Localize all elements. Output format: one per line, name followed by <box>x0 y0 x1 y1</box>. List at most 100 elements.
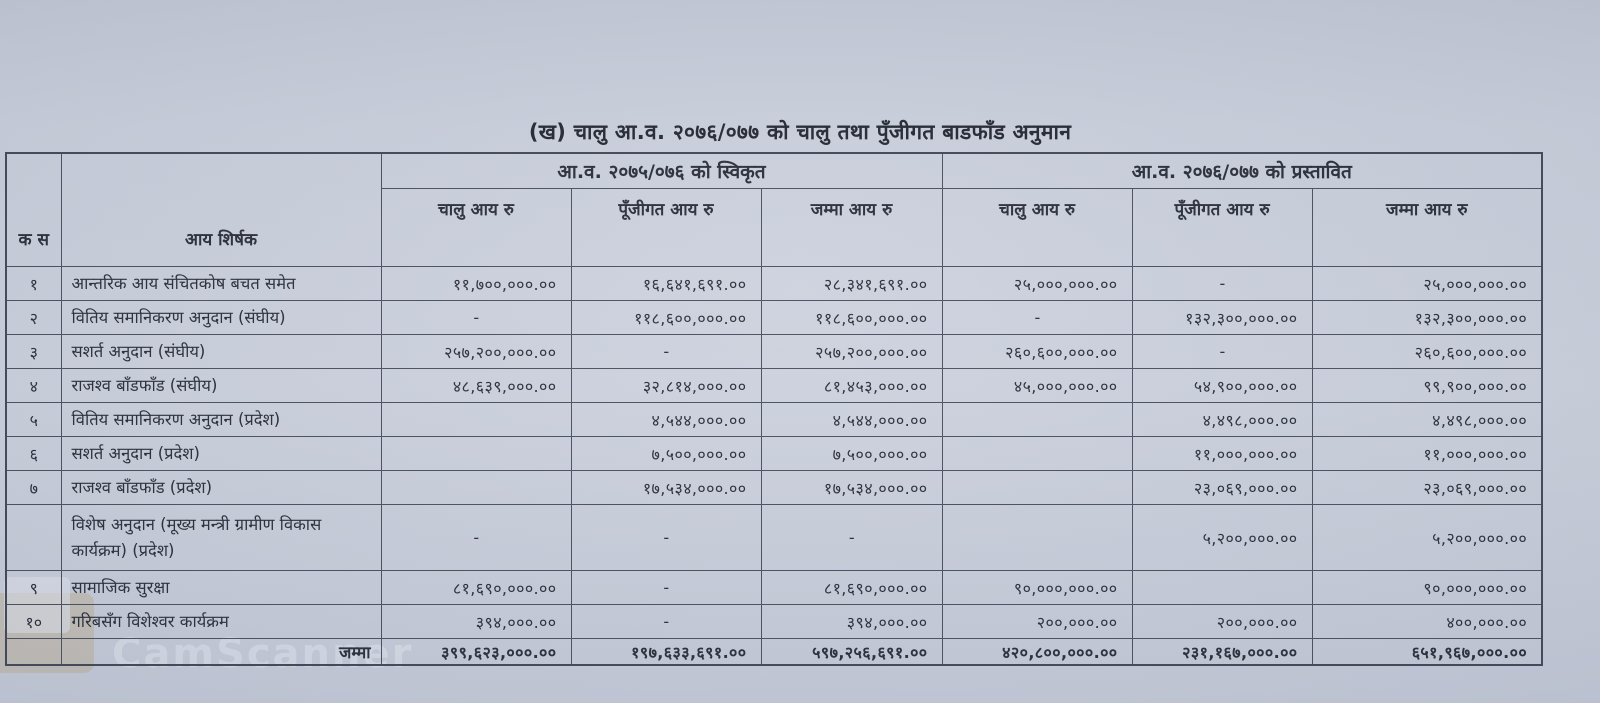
table-row: २ वितिय समानिकरण अनुदान (संघीय) -११८,६००,०… <box>5 300 1543 335</box>
row-serial: ३ <box>5 334 62 369</box>
income-title-cell: सशर्त अनुदान (संघीय) <box>60 334 382 369</box>
group-header-row: क स आय शिर्षक आ.व. २०७५/०७६ को स्विकृत आ… <box>5 152 1543 267</box>
table-footer: जम्मा ३९९,६२३,०००.०० १९७,६३३,६९१.०० ५९७,… <box>5 638 1543 666</box>
amount-cell: ७,५००,०००.०० <box>570 436 762 471</box>
row-serial: १० <box>5 604 62 639</box>
amount-cell: ७,५००,०००.०० <box>760 436 943 471</box>
amount-cell <box>941 436 1133 471</box>
amount-cell: १७,५३४,०००.०० <box>760 470 943 505</box>
amount-cell: २६०,६००,०००.०० <box>1311 334 1543 369</box>
group-header-proposed: आ.व. २०७६/०७७ को प्रस्तावित <box>941 152 1543 189</box>
document-title: (ख) चालु आ.व. २०७६/०७७ को चालु तथा पुँजी… <box>528 120 1072 144</box>
amount-cell <box>380 470 572 505</box>
amount-cell: ११८,६००,०००.०० <box>570 300 762 335</box>
amount-cell: ३९४,०००.०० <box>760 604 943 639</box>
amount-cell: - <box>570 604 762 639</box>
row-serial: ४ <box>5 368 62 403</box>
table-row: ५ वितिय समानिकरण अनुदान (प्रदेश) ४,५४४,०००… <box>5 402 1543 437</box>
amount-cell: २००,०००.०० <box>941 604 1133 639</box>
table-row: ३ सशर्त अनुदान (संघीय) २५७,२००,०००.००-२५७,… <box>5 334 1543 369</box>
column-header-proposed-capital: पूँजीगत आय रु <box>1131 188 1313 267</box>
amount-cell: ४००,०००.०० <box>1311 604 1543 639</box>
amount-cell <box>941 402 1133 437</box>
table-header: क स आय शिर्षक आ.व. २०७५/०७६ को स्विकृत आ… <box>5 152 1543 267</box>
column-header-row: चालु आय रु पूँजीगत आय रु जम्मा आय रु चाल… <box>6 188 1543 267</box>
column-header-serial: क स <box>5 152 62 267</box>
amount-cell: २५७,२००,०००.०० <box>380 334 572 369</box>
income-title-cell: विशेष अनुदान (मूख्य मन्त्री ग्रामीण विका… <box>60 504 382 571</box>
amount-cell: ३९४,०००.०० <box>380 604 572 639</box>
budget-allocation-table: क स आय शिर्षक आ.व. २०७५/०७६ को स्विकृत आ… <box>5 152 1544 666</box>
row-serial: ६ <box>5 436 62 471</box>
amount-cell <box>941 470 1133 505</box>
amount-cell: ४५,०००,०००.०० <box>941 368 1133 403</box>
amount-cell: - <box>760 504 943 571</box>
amount-cell: - <box>380 504 572 571</box>
amount-cell: ४८,६३९,०००.०० <box>380 368 572 403</box>
amount-cell: २५,०००,०००.०० <box>941 266 1133 301</box>
income-title-cell: वितिय समानिकरण अनुदान (संघीय) <box>60 300 382 335</box>
total-row-label: जम्मा <box>60 638 382 666</box>
table-row: विशेष अनुदान (मूख्य मन्त्री ग्रामीण विका… <box>5 504 1543 571</box>
amount-cell: ८१,६९०,०००.०० <box>760 570 943 605</box>
table-row: ९ सामाजिक सुरक्षा ८१,६९०,०००.००-८१,६९०,०००… <box>5 570 1543 605</box>
total-proposed-total: ६५१,९६७,०००.०० <box>1311 638 1543 666</box>
amount-cell: ११,०००,०००.०० <box>1131 436 1313 471</box>
table-row: ७ राजश्व बाँडफाँड (प्रदेश) १७,५३४,०००.०० १७… <box>5 470 1543 505</box>
amount-cell: ३२,८१४,०००.०० <box>570 368 762 403</box>
amount-cell <box>380 402 572 437</box>
total-row: जम्मा ३९९,६२३,०००.०० १९७,६३३,६९१.०० ५९७,… <box>5 638 1543 666</box>
column-header-income-title: आय शिर्षक <box>60 152 382 267</box>
column-header-proposed-total: जम्मा आय रु <box>1311 188 1543 267</box>
amount-cell: ४,४९८,०००.०० <box>1311 402 1543 437</box>
column-header-proposed-current: चालु आय रु <box>941 188 1133 267</box>
amount-cell <box>380 436 572 471</box>
total-row-serial <box>5 638 62 666</box>
amount-cell: ८१,६९०,०००.०० <box>380 570 572 605</box>
row-serial: २ <box>5 300 62 335</box>
amount-cell: ९०,०००,०००.०० <box>1311 570 1543 605</box>
row-serial: ५ <box>5 402 62 437</box>
row-serial: ९ <box>5 570 62 605</box>
amount-cell: २५,०००,०००.०० <box>1311 266 1543 301</box>
amount-cell: ५,२००,०००.०० <box>1131 504 1313 571</box>
amount-cell: ९०,०००,०००.०० <box>941 570 1133 605</box>
amount-cell: ४,४९८,०००.०० <box>1131 402 1313 437</box>
column-header-approved-capital: पूँजीगत आय रु <box>570 188 762 267</box>
income-title-cell: राजश्व बाँडफाँड (संघीय) <box>60 368 382 403</box>
amount-cell: १३२,३००,०००.०० <box>1131 300 1313 335</box>
amount-cell: ४,५४४,०००.०० <box>760 402 943 437</box>
income-title-cell: वितिय समानिकरण अनुदान (प्रदेश) <box>60 402 382 437</box>
column-header-approved-current: चालु आय रु <box>380 188 572 267</box>
amount-cell: ५,२००,०००.०० <box>1311 504 1543 571</box>
amount-cell: ९९,९००,०००.०० <box>1311 368 1543 403</box>
amount-cell: २५७,२००,०००.०० <box>760 334 943 369</box>
amount-cell: - <box>1131 266 1313 301</box>
group-header-approved: आ.व. २०७५/०७६ को स्विकृत <box>380 152 943 189</box>
table-row: ६ सशर्त अनुदान (प्रदेश) ७,५००,०००.०० ७,५००,… <box>5 436 1543 471</box>
total-approved-capital: १९७,६३३,६९१.०० <box>570 638 762 666</box>
amount-cell: ४,५४४,०००.०० <box>570 402 762 437</box>
amount-cell: २००,०००.०० <box>1131 604 1313 639</box>
amount-cell: - <box>1131 334 1313 369</box>
total-approved-current: ३९९,६२३,०००.०० <box>380 638 572 666</box>
amount-cell: २३,०६९,०००.०० <box>1311 470 1543 505</box>
amount-cell: २८,३४१,६९१.०० <box>760 266 943 301</box>
amount-cell: १३२,३००,०००.०० <box>1311 300 1543 335</box>
amount-cell: - <box>570 504 762 571</box>
amount-cell: - <box>941 300 1133 335</box>
amount-cell <box>1131 570 1313 605</box>
row-serial: ७ <box>5 470 62 505</box>
amount-cell: ११८,६००,०००.०० <box>760 300 943 335</box>
income-title-cell: आन्तरिक आय संचितकोष बचत समेत <box>60 266 382 301</box>
amount-cell: २६०,६००,०००.०० <box>941 334 1133 369</box>
row-serial <box>5 504 62 571</box>
amount-cell: २३,०६९,०००.०० <box>1131 470 1313 505</box>
amount-cell: ८१,४५३,०००.०० <box>760 368 943 403</box>
total-approved-total: ५९७,२५६,६९१.०० <box>760 638 943 666</box>
table-row: १० गरिबसँग विशेश्वर कार्यक्रम ३९४,०००.००-३… <box>5 604 1543 639</box>
amount-cell: - <box>570 334 762 369</box>
table-row: १ आन्तरिक आय संचितकोष बचत समेत ११,७००,०००.… <box>5 266 1543 301</box>
amount-cell: - <box>380 300 572 335</box>
row-serial: १ <box>5 266 62 301</box>
